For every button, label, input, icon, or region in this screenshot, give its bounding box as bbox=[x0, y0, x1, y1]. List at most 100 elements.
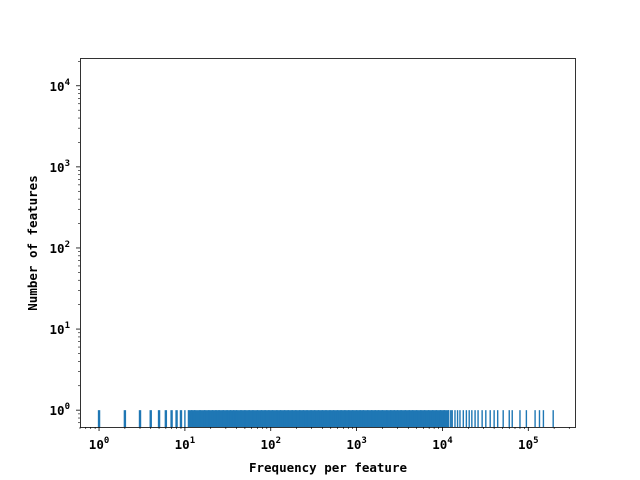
histogram-bar bbox=[283, 410, 286, 427]
histogram-bar bbox=[218, 410, 220, 427]
histogram-bar bbox=[240, 410, 242, 427]
histogram-bar bbox=[404, 410, 407, 427]
histogram-bar bbox=[351, 410, 354, 427]
histogram-bar bbox=[525, 410, 528, 427]
histogram-bar bbox=[542, 410, 545, 427]
histogram-bar bbox=[367, 410, 369, 427]
histogram-bar bbox=[332, 410, 335, 427]
histogram-bar bbox=[264, 410, 266, 427]
histogram-bar bbox=[502, 410, 504, 427]
histogram-bar bbox=[248, 410, 250, 427]
histogram-bar bbox=[256, 410, 259, 427]
x-tick-label: 100 bbox=[89, 436, 109, 452]
histogram-bar bbox=[362, 410, 365, 427]
histogram-bar bbox=[232, 410, 235, 427]
histogram-bar bbox=[175, 410, 178, 427]
histogram-bar bbox=[170, 410, 173, 427]
histogram-bar bbox=[252, 410, 254, 427]
histogram-bar bbox=[423, 410, 426, 427]
histogram-bar bbox=[325, 410, 327, 427]
histogram-bar bbox=[538, 410, 541, 427]
y-tick-label: 102 bbox=[50, 240, 70, 256]
x-tick-label: 103 bbox=[346, 436, 366, 452]
histogram-bar bbox=[377, 410, 380, 427]
histogram-bar bbox=[485, 410, 487, 427]
histogram-bar bbox=[306, 410, 308, 427]
histogram-bar bbox=[456, 410, 459, 427]
y-tick-label: 101 bbox=[50, 321, 70, 337]
histogram-bar bbox=[393, 410, 396, 427]
histogram-bar bbox=[435, 410, 438, 427]
histogram-bar bbox=[454, 410, 456, 427]
histogram-bar bbox=[302, 410, 305, 427]
histogram-bar bbox=[340, 410, 342, 427]
histogram-bar bbox=[381, 410, 384, 427]
histogram-bar bbox=[415, 410, 418, 427]
histogram-bar bbox=[208, 410, 210, 427]
histogram-bar bbox=[276, 410, 278, 427]
histogram-bar bbox=[310, 410, 312, 427]
histogram-bar bbox=[199, 410, 201, 427]
histogram-bar bbox=[149, 410, 152, 427]
histogram-bar bbox=[462, 410, 465, 427]
histogram-bar bbox=[400, 410, 402, 427]
histogram-bar bbox=[215, 410, 217, 427]
histogram-bar bbox=[321, 410, 324, 427]
histogram-bar bbox=[374, 410, 376, 427]
histogram-bar bbox=[481, 410, 483, 427]
histogram-bar bbox=[190, 410, 193, 427]
histogram-bar bbox=[427, 410, 430, 427]
histogram-bar bbox=[203, 410, 206, 427]
histogram-bar bbox=[411, 410, 414, 427]
histogram-bar bbox=[187, 410, 190, 427]
histogram-bar bbox=[396, 410, 399, 427]
histogram-bar bbox=[451, 410, 453, 427]
histogram-bar bbox=[471, 410, 473, 427]
histogram-bar bbox=[511, 410, 513, 427]
histogram-bar bbox=[184, 410, 186, 427]
histogram-bar bbox=[408, 410, 410, 427]
histogram-bar bbox=[552, 410, 554, 427]
histogram-bar bbox=[299, 410, 301, 427]
y-axis-label: Number of features bbox=[25, 175, 40, 310]
histogram-bar bbox=[496, 410, 499, 427]
histogram-bar bbox=[268, 410, 270, 427]
histogram-bar bbox=[348, 410, 350, 427]
histogram-bar bbox=[271, 410, 274, 427]
x-tick-label: 101 bbox=[175, 436, 195, 452]
histogram-bar bbox=[447, 410, 450, 427]
histogram-bar bbox=[179, 410, 183, 427]
bars-group bbox=[97, 410, 554, 427]
histogram-bar bbox=[431, 410, 434, 427]
y-tick-label: 103 bbox=[50, 159, 70, 175]
histogram-bar bbox=[157, 410, 161, 427]
histogram-bar bbox=[420, 410, 422, 427]
histogram-bar bbox=[244, 410, 246, 427]
histogram-bar bbox=[287, 410, 289, 427]
histogram-bar bbox=[459, 410, 461, 427]
histogram-bar bbox=[468, 410, 470, 427]
x-axis-label: Frequency per feature bbox=[249, 460, 408, 475]
histogram-bar bbox=[211, 410, 214, 427]
histogram-bar bbox=[229, 410, 232, 427]
histogram-bar bbox=[465, 410, 468, 427]
histogram-bar bbox=[235, 410, 238, 427]
histogram-bar bbox=[226, 410, 228, 427]
histogram-bar bbox=[443, 410, 445, 427]
histogram-bar bbox=[123, 410, 127, 427]
x-tick-label: 102 bbox=[261, 436, 281, 452]
histogram-bar bbox=[291, 410, 293, 427]
histogram-bar bbox=[390, 410, 392, 427]
y-tick-label: 100 bbox=[50, 402, 70, 418]
histogram-bar bbox=[222, 410, 224, 427]
histogram-bar bbox=[371, 410, 373, 427]
histogram-bar bbox=[97, 410, 101, 427]
histogram-bar bbox=[193, 410, 196, 427]
histogram-bar bbox=[493, 410, 495, 427]
histogram-bar bbox=[336, 410, 339, 427]
histogram-bar bbox=[534, 410, 536, 427]
ticks-group: 100 101 102 103 104 105 100 101 102 103 104 bbox=[50, 61, 570, 452]
histogram-bar bbox=[489, 410, 491, 427]
histogram-bar bbox=[450, 410, 452, 427]
